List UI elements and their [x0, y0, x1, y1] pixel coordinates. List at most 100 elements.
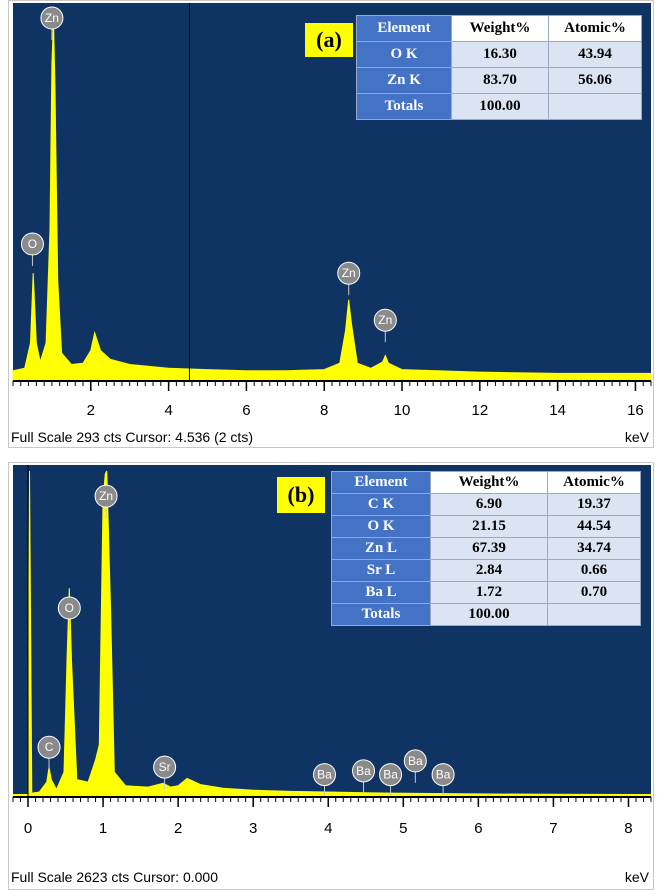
table-cell-element: Ba L — [331, 581, 431, 604]
peak-label: Ba — [312, 763, 336, 797]
table-cell-atomic: 0.66 — [547, 559, 641, 582]
peak-label-text: Ba — [317, 768, 332, 782]
peak-label-badge — [40, 6, 64, 30]
spectrum-panel-a: Zn O Zn Zn 2 4 6 8 10 12 14 16 (a) Element Weight% … — [8, 0, 654, 448]
x-tick-label: 2 — [174, 820, 182, 837]
peak-label: Ba — [431, 763, 455, 797]
peak-label-text: Zn — [99, 489, 113, 503]
table-cell-atomic: 56.06 — [548, 67, 642, 94]
table-cell-weight: 1.72 — [430, 581, 548, 604]
peak-label-badge — [20, 232, 44, 256]
table-cell-element: O K — [331, 515, 431, 538]
peak-label: Sr — [153, 755, 177, 790]
x-tick-label: 0 — [24, 820, 32, 837]
table-cell-element: Zn K — [356, 67, 452, 94]
peak-label: Ba — [403, 749, 427, 783]
table-header-weight: Weight% — [451, 15, 549, 42]
unit-label-a: keV — [624, 429, 649, 445]
spectrum-series — [12, 470, 652, 798]
table-header-element: Element — [331, 471, 431, 494]
table-cell-atomic — [547, 603, 641, 626]
status-readout-a: Full Scale 293 cts Cursor: 4.536 (2 cts) — [11, 429, 253, 445]
peak-label: Zn — [337, 261, 361, 296]
x-tick-label: 12 — [471, 402, 488, 419]
x-tick-label: 6 — [242, 402, 250, 419]
table-cell-element: Totals — [356, 93, 452, 120]
peak-label-text: O — [65, 601, 74, 615]
table-cell-atomic: 43.94 — [548, 41, 642, 68]
table-cell-atomic — [548, 93, 642, 120]
peak-label-badge — [352, 759, 376, 783]
panel-tag-a: (a) — [305, 23, 353, 57]
table-cell-atomic: 34.74 — [547, 537, 641, 560]
table-cell-weight: 6.90 — [430, 493, 548, 516]
spectrum-panel-b: Zn O C Sr Ba Ba Ba Ba Ba 0 1 2 3 4 5 6 7 8 (b) Element We… — [8, 462, 654, 890]
table-row: O K 16.30 43.94 — [356, 41, 642, 68]
table-header-atomic: Atomic% — [547, 471, 641, 494]
peak-label: O — [20, 232, 44, 267]
x-tick-label: 10 — [394, 402, 411, 419]
x-tick-label: 4 — [324, 820, 332, 837]
peak-label-text: O — [28, 237, 37, 251]
peak-label-badge — [312, 763, 336, 787]
peak-label-text: Ba — [408, 754, 423, 768]
peak-label: Ba — [352, 759, 376, 793]
peak-label-badge — [37, 735, 61, 759]
peak-label: C — [37, 735, 61, 770]
peak-label: Ba — [379, 763, 403, 797]
table-cell-element: Sr L — [331, 559, 431, 582]
table-cell-element: C K — [331, 493, 431, 516]
peak-label-badge — [153, 755, 177, 779]
peak-label-text: Zn — [378, 313, 392, 327]
peak-label-badge — [373, 308, 397, 332]
peak-label-text: Ba — [436, 768, 451, 782]
x-tick-label: 8 — [320, 402, 328, 419]
peak-label-badge — [57, 596, 81, 620]
peak-label-text: Ba — [356, 764, 371, 778]
table-cell-weight: 16.30 — [451, 41, 549, 68]
peak-label-badge — [94, 484, 118, 508]
table-cell-weight: 2.84 — [430, 559, 548, 582]
x-tick-label: 3 — [249, 820, 257, 837]
table-cell-element: Totals — [331, 603, 431, 626]
spectrum-series — [12, 19, 652, 382]
table-header-weight: Weight% — [430, 471, 548, 494]
peak-label: O — [57, 596, 81, 631]
table-row: Sr L 2.84 0.66 — [331, 559, 641, 582]
x-tick-label: 2 — [87, 402, 95, 419]
table-cell-atomic: 19.37 — [547, 493, 641, 516]
table-cell-weight: 83.70 — [451, 67, 549, 94]
table-cell-atomic: 44.54 — [547, 515, 641, 538]
x-tick-label: 6 — [474, 820, 482, 837]
table-row: O K 21.15 44.54 — [331, 515, 641, 538]
peak-label: Zn — [40, 6, 64, 41]
table-row: Totals 100.00 — [331, 603, 641, 626]
table-cell-weight: 100.00 — [451, 93, 549, 120]
table-cell-weight: 67.39 — [430, 537, 548, 560]
peak-label-badge — [337, 261, 361, 285]
table-row: Zn L 67.39 34.74 — [331, 537, 641, 560]
peak-label-text: Sr — [159, 760, 171, 774]
table-row: Zn K 83.70 56.06 — [356, 67, 642, 94]
table-cell-element: O K — [356, 41, 452, 68]
x-tick-label: 14 — [549, 402, 566, 419]
table-cell-element: Zn L — [331, 537, 431, 560]
x-tick-label: 16 — [627, 402, 644, 419]
table-cell-weight: 100.00 — [430, 603, 548, 626]
peak-label-text: Ba — [383, 768, 398, 782]
unit-label-b: keV — [624, 869, 649, 885]
x-tick-label: 4 — [164, 402, 172, 419]
panel-tag-b: (b) — [277, 477, 325, 513]
table-header-atomic: Atomic% — [548, 15, 642, 42]
composition-table-b: Element Weight% Atomic% C K 6.90 19.37 O… — [331, 471, 641, 626]
x-tick-label: 8 — [624, 820, 632, 837]
table-cell-weight: 21.15 — [430, 515, 548, 538]
composition-table-a: Element Weight% Atomic% O K 16.30 43.94 … — [356, 15, 642, 120]
peak-label-text: C — [45, 740, 54, 754]
peak-label: Zn — [373, 308, 397, 343]
table-cell-atomic: 0.70 — [547, 581, 641, 604]
peak-label: Zn — [94, 484, 118, 519]
table-row: Totals 100.00 — [356, 93, 642, 120]
peak-label-badge — [431, 763, 455, 787]
table-row: C K 6.90 19.37 — [331, 493, 641, 516]
